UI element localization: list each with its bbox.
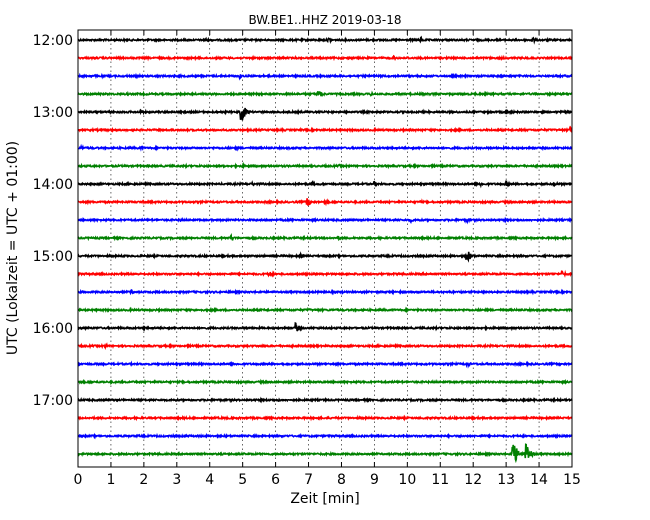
x-tick-label: 8 (337, 472, 346, 488)
chart-title: BW.BE1..HHZ 2019-03-18 (248, 13, 401, 27)
y-tick-label: 14:00 (33, 177, 73, 193)
x-tick-label: 6 (271, 472, 280, 488)
seismic-trace (77, 35, 573, 45)
seismic-trace (77, 443, 573, 464)
seismic-trace (77, 306, 573, 314)
y-tick-label: 15:00 (33, 249, 73, 265)
y-axis-ticks: 12:00 13:00 14:00 15:00 16:00 17:00 (33, 33, 572, 409)
trace-group (77, 35, 573, 464)
x-tick-label: 10 (398, 472, 416, 488)
seismic-trace (77, 90, 573, 98)
x-tick-label: 0 (74, 472, 83, 488)
x-tick-label: 14 (530, 472, 548, 488)
y-tick-label: 16:00 (33, 321, 73, 337)
seismic-trace (77, 432, 573, 440)
seismic-trace (77, 180, 573, 189)
seismic-trace (77, 396, 573, 404)
seismic-trace (77, 72, 573, 81)
x-axis-label: Zeit [min] (290, 491, 359, 507)
seismic-trace (77, 414, 573, 422)
y-tick-label: 13:00 (33, 105, 73, 121)
seismic-trace (77, 232, 573, 242)
x-tick-label: 9 (370, 472, 379, 488)
seismic-trace (77, 125, 573, 134)
plot-frame (77, 29, 573, 468)
y-tick-label: 17:00 (33, 393, 73, 409)
vertical-grid (110, 30, 540, 467)
seismic-trace (77, 161, 573, 170)
x-tick-label: 3 (172, 472, 181, 488)
seismic-trace (77, 198, 573, 207)
seismic-trace (77, 321, 573, 332)
x-tick-label: 1 (106, 472, 115, 488)
x-tick-label: 11 (431, 472, 449, 488)
x-tick-label: 15 (563, 472, 581, 488)
seismic-trace (77, 216, 573, 225)
x-tick-label: 7 (304, 472, 313, 488)
seismic-trace (77, 54, 573, 62)
seismic-trace (77, 288, 573, 296)
y-tick-label: 12:00 (33, 33, 73, 49)
seismic-trace (77, 360, 573, 369)
seismic-trace (77, 251, 573, 263)
x-tick-label: 4 (205, 472, 214, 488)
seismic-trace (77, 342, 573, 351)
x-tick-label: 5 (238, 472, 247, 488)
y-axis-label: UTC (Lokalzeit = UTC + 01:00) (5, 141, 21, 355)
seismic-trace (77, 143, 573, 152)
x-axis-ticks: 0 1 2 3 4 5 6 7 8 9 10 11 12 13 14 15 (74, 30, 581, 488)
x-tick-label: 12 (464, 472, 482, 488)
seismic-trace (77, 378, 573, 386)
x-tick-label: 2 (139, 472, 148, 488)
seismic-trace (77, 107, 573, 121)
x-tick-label: 13 (497, 472, 515, 488)
seismic-trace (77, 269, 573, 278)
